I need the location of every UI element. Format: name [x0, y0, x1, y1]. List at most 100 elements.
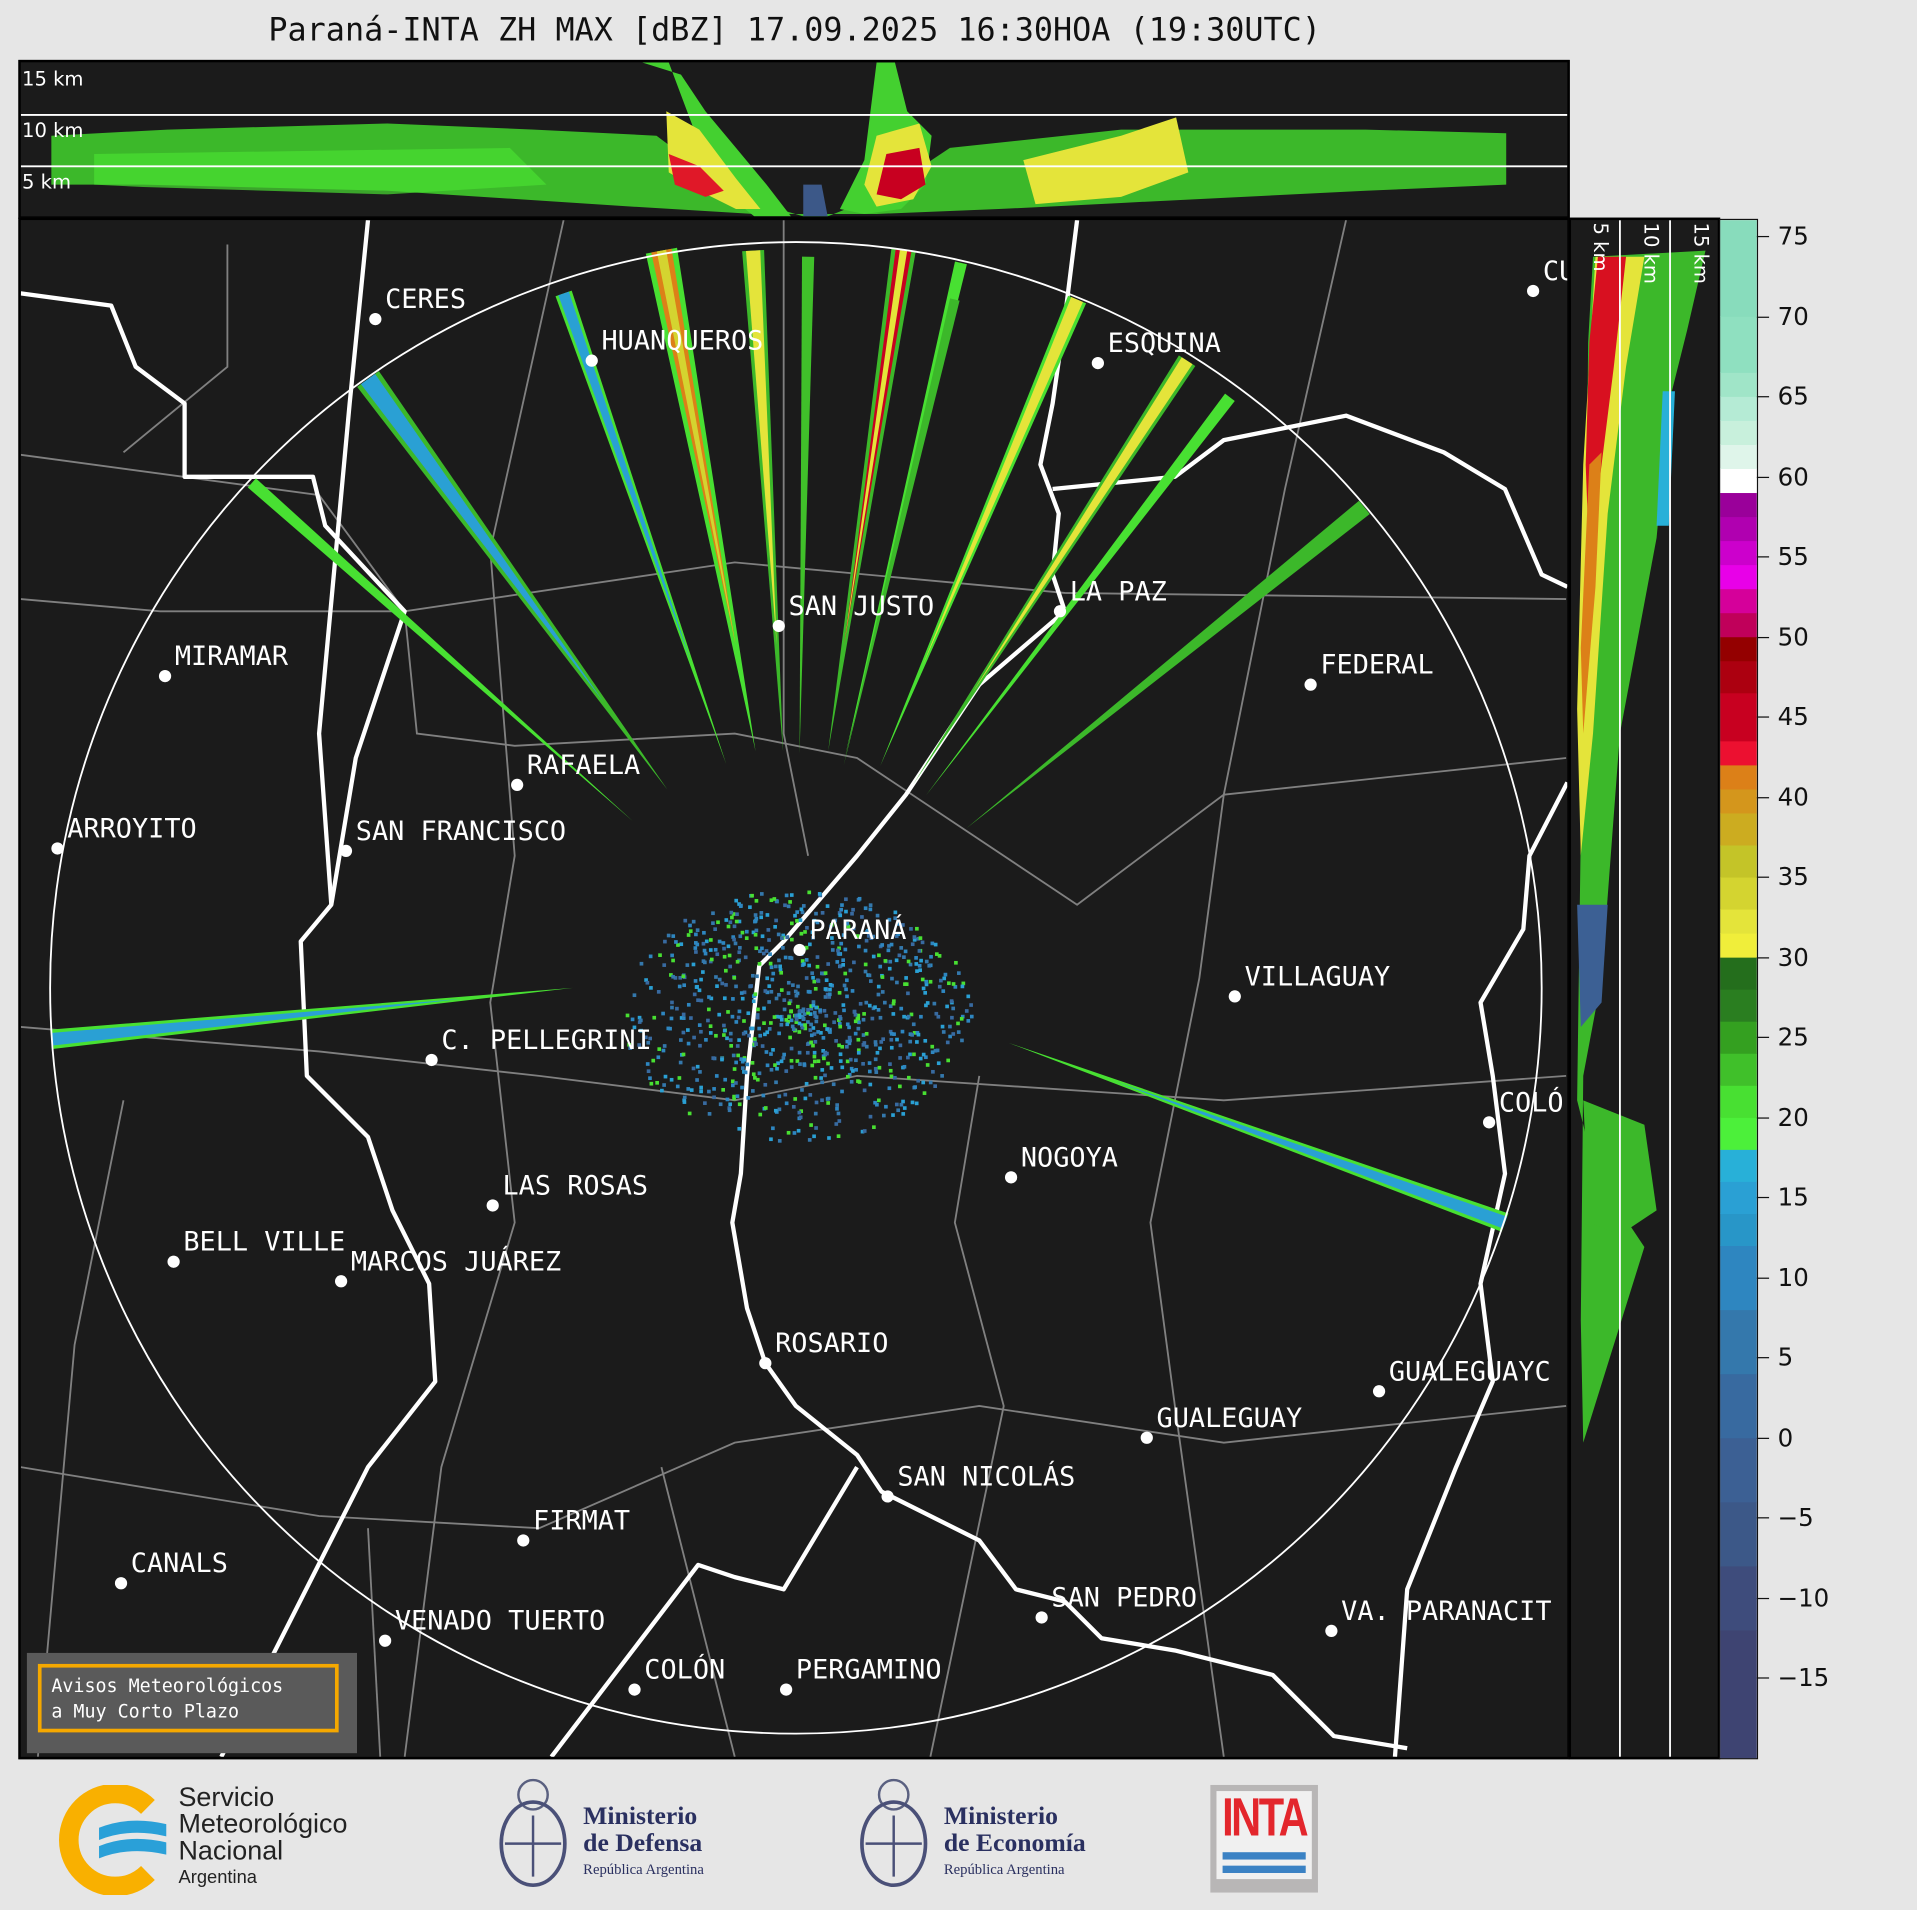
colorbar-level	[1720, 612, 1757, 638]
clutter-echo	[697, 988, 702, 993]
clutter-echo	[765, 976, 770, 981]
clutter-echo	[876, 984, 881, 989]
clutter-echo	[966, 994, 971, 999]
colorbar-tick: 25	[1756, 1022, 1809, 1052]
clutter-echo	[811, 1003, 816, 1008]
clutter-echo	[782, 1007, 787, 1012]
city-dot	[881, 1490, 894, 1503]
clutter-echo	[897, 953, 902, 958]
clutter-echo	[836, 1134, 841, 1139]
clutter-echo	[951, 982, 956, 986]
city-label: ARROYITO	[67, 813, 196, 844]
colorbar-tick: 35	[1756, 862, 1809, 892]
clutter-echo	[812, 1010, 817, 1015]
colorbar-tick: 30	[1756, 942, 1809, 972]
clutter-echo	[788, 999, 793, 1003]
clutter-echo	[808, 1093, 813, 1097]
clutter-echo	[829, 1066, 834, 1070]
clutter-echo	[752, 1037, 757, 1041]
clutter-echo	[888, 1062, 892, 1066]
clutter-echo	[743, 955, 748, 960]
height-label: 5 km	[1589, 223, 1612, 272]
clutter-echo	[906, 1055, 910, 1060]
clutter-echo	[681, 1052, 686, 1057]
clutter-echo	[812, 1054, 817, 1059]
clutter-echo	[845, 1022, 850, 1027]
clutter-echo	[945, 1004, 949, 1009]
clutter-echo	[760, 1044, 765, 1048]
clutter-echo	[964, 1009, 969, 1013]
city-label: COLÓ	[1499, 1086, 1564, 1118]
clutter-echo	[757, 1026, 762, 1031]
clutter-echo	[802, 962, 806, 966]
city-dot	[1228, 990, 1241, 1003]
clutter-echo	[763, 1082, 768, 1087]
city-dot	[369, 312, 382, 326]
clutter-echo	[953, 985, 958, 989]
clutter-echo	[875, 913, 880, 918]
clutter-echo	[689, 1088, 694, 1092]
clutter-echo	[798, 1115, 803, 1120]
clutter-echo	[751, 1072, 756, 1077]
city-marker: VENADO TUERTO	[378, 1606, 605, 1647]
echo-band	[94, 147, 547, 195]
clutter-echo	[760, 946, 764, 951]
clutter-echo	[758, 1112, 763, 1117]
clutter-echo	[717, 977, 722, 982]
clutter-echo	[930, 1050, 935, 1055]
clutter-echo	[731, 1083, 735, 1088]
clutter-echo	[735, 1094, 740, 1099]
city-dot	[1091, 356, 1104, 370]
clutter-echo	[774, 918, 778, 923]
city-dot	[759, 1357, 772, 1370]
city-dot	[1527, 284, 1540, 298]
clutter-echo	[784, 1018, 789, 1022]
clutter-echo	[946, 1058, 951, 1063]
clutter-echo	[692, 992, 697, 997]
clutter-echo	[839, 907, 844, 912]
clutter-echo	[862, 1088, 867, 1093]
colorbar-level	[1720, 1117, 1757, 1150]
clutter-echo	[691, 919, 696, 924]
clutter-echo	[883, 959, 888, 963]
city-label: HUANQUEROS	[602, 326, 764, 357]
height-label: 15 km	[22, 68, 83, 91]
right-cross-section-plot: 5 km 10 km 15 km	[1577, 220, 1712, 1757]
clutter-echo	[769, 898, 774, 903]
radar-beam	[844, 249, 912, 644]
clutter-echo	[789, 893, 794, 897]
clutter-echo	[758, 1033, 763, 1038]
clutter-echo	[728, 1038, 733, 1042]
clutter-echo	[651, 1058, 656, 1063]
clutter-echo	[695, 1078, 699, 1082]
clutter-echo	[658, 953, 662, 957]
clutter-echo	[783, 955, 788, 960]
clutter-echo	[830, 940, 835, 945]
clutter-echo	[906, 991, 910, 996]
clutter-echo	[851, 1069, 855, 1073]
clutter-echo	[656, 989, 661, 994]
city-label: CANALS	[131, 1548, 228, 1579]
clutter-echo	[838, 1059, 843, 1063]
clutter-echo	[757, 962, 762, 966]
clutter-echo	[754, 928, 759, 933]
radar-beam	[1114, 1081, 1508, 1229]
city-marker: GUALEGUAY	[1140, 1403, 1302, 1444]
clutter-echo	[768, 952, 772, 957]
clutter-echo	[674, 940, 678, 944]
clutter-echo	[742, 990, 747, 995]
clutter-echo	[632, 993, 637, 998]
city-label: LAS ROSAS	[502, 1170, 648, 1201]
smn-line3: Nacional	[178, 1835, 284, 1866]
clutter-echo	[796, 984, 800, 989]
clutter-echo	[731, 997, 735, 1001]
clutter-echo	[754, 916, 759, 921]
clutter-echo	[701, 941, 706, 946]
aviso-box[interactable]: Avisos Meteorológicos a Muy Corto Plazo	[26, 1652, 357, 1754]
colorbar-level	[1720, 1021, 1757, 1054]
clutter-echo	[763, 1106, 768, 1110]
clutter-echo	[832, 1020, 836, 1025]
clutter-echo	[835, 1106, 839, 1111]
clutter-echo	[878, 1015, 883, 1020]
clutter-echo	[649, 986, 653, 990]
